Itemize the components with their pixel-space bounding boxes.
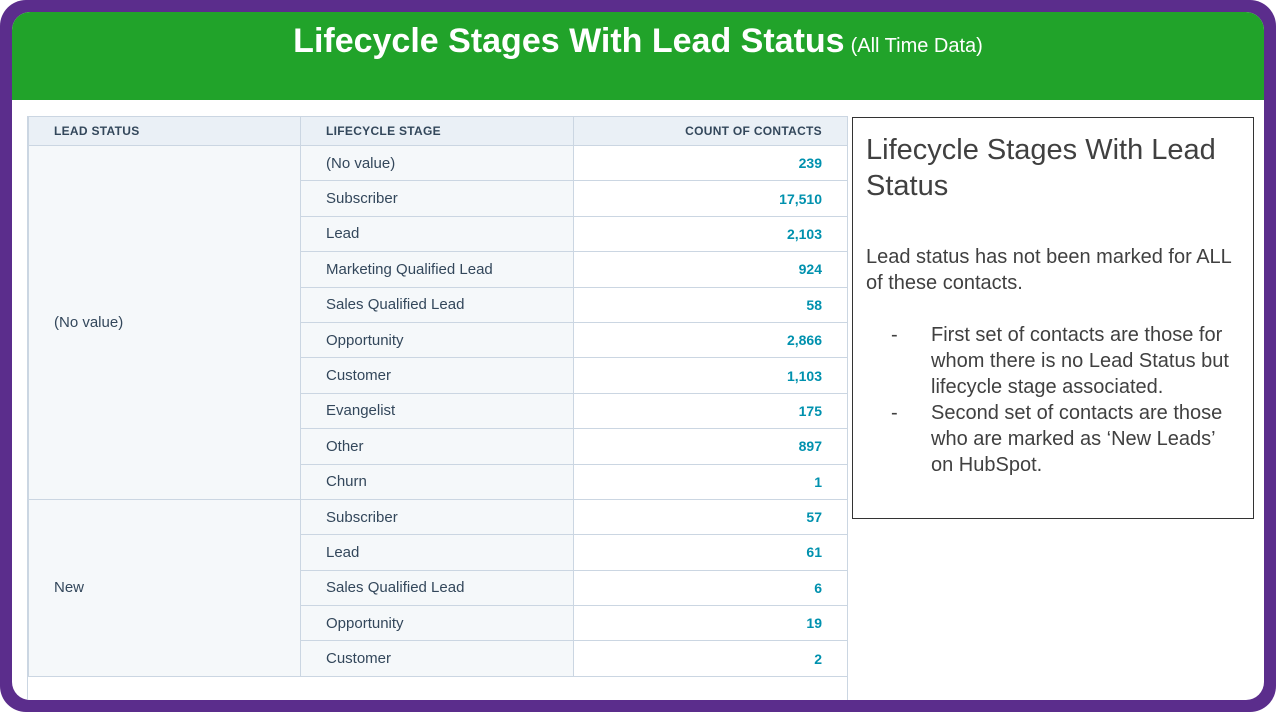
contact-count-cell[interactable]: 2,866 (573, 321, 847, 359)
lead-status-cell: (No value) (28, 145, 301, 500)
contact-count-cell[interactable]: 17,510 (573, 180, 847, 217)
slide-canvas: Lifecycle Stages With Lead Status (All Ti… (12, 12, 1264, 700)
lifecycle-stage-cell: Subscriber (300, 180, 574, 217)
explanation-list: - First set of contacts are those for who… (866, 322, 1241, 478)
bullet-dash: - (891, 402, 898, 424)
explanation-bullet: - Second set of contacts are those who ar… (866, 400, 1241, 478)
table-row: New Subscriber 57 (28, 498, 847, 677)
table-row: Sales Qualified Lead 58 (29, 286, 847, 323)
contact-count-cell[interactable]: 2 (573, 640, 847, 677)
lifecycle-stage-cell: Customer (300, 357, 574, 394)
table-header-row: LEAD STATUS LIFECYCLE STAGE COUNT OF CON… (28, 116, 847, 146)
lifecycle-stage-cell: Sales Qualified Lead (300, 569, 574, 607)
lifecycle-stage-cell: Marketing Qualified Lead (300, 251, 574, 288)
contact-count-cell[interactable]: 924 (573, 251, 847, 288)
lifecycle-stage-cell: Opportunity (300, 605, 574, 642)
contact-count-cell[interactable]: 61 (573, 534, 847, 571)
table-row: Opportunity 19 (29, 605, 847, 642)
header-count-of-contacts[interactable]: COUNT OF CONTACTS (573, 116, 847, 146)
lead-status-cell: New (28, 498, 301, 677)
explanation-box: Lifecycle Stages With Lead Status Lead s… (852, 117, 1254, 519)
bullet-dash: - (891, 324, 898, 346)
table-row: Opportunity 2,866 (29, 321, 847, 359)
explanation-body: Lead status has not been marked for ALL … (866, 246, 1232, 294)
explanation-bullet: - First set of contacts are those for who… (866, 322, 1241, 400)
contact-count-cell[interactable]: 58 (573, 286, 847, 323)
contact-count-cell[interactable]: 6 (573, 569, 847, 607)
table-body: (No value) (No value) 239 Subscriber 17,510 L… (28, 144, 847, 677)
bullet-text: Second set of contacts are those who are… (931, 402, 1223, 476)
table-row: Sales Qualified Lead 6 (29, 569, 847, 607)
table-row: Lead 61 (29, 534, 847, 571)
contact-count-cell[interactable]: 2,103 (573, 215, 847, 253)
header-lead-status[interactable]: LEAD STATUS (28, 116, 301, 146)
lifecycle-stage-cell: Customer (300, 640, 574, 677)
table-row: Subscriber 17,510 (29, 180, 847, 217)
table-row: (No value) (No value) 239 (28, 144, 847, 500)
lifecycle-stage-cell: (No value) (300, 144, 574, 182)
report-table-container: LEAD STATUS LIFECYCLE STAGE COUNT OF CON… (27, 116, 848, 700)
table-row: Churn 1 (29, 463, 847, 500)
bullet-text: First set of contacts are those for whom… (931, 324, 1229, 398)
lifecycle-stage-cell: Other (300, 428, 574, 465)
contact-count-cell[interactable]: 239 (573, 144, 847, 182)
lifecycle-stage-cell: Lead (300, 534, 574, 571)
lifecycle-stage-cell: Churn (300, 463, 574, 500)
lifecycle-stage-cell: Opportunity (300, 321, 574, 359)
contact-count-cell[interactable]: 19 (573, 605, 847, 642)
lifecycle-lead-status-table: LEAD STATUS LIFECYCLE STAGE COUNT OF CON… (28, 116, 847, 677)
title-banner: Lifecycle Stages With Lead Status (All Ti… (12, 12, 1264, 100)
lifecycle-stage-cell: Sales Qualified Lead (300, 286, 574, 323)
contact-count-cell[interactable]: 1 (573, 463, 847, 500)
lifecycle-stage-cell: Lead (300, 215, 574, 253)
table-row: Evangelist 175 (29, 392, 847, 430)
contact-count-cell[interactable]: 1,103 (573, 357, 847, 394)
contact-count-cell[interactable]: 57 (573, 498, 847, 536)
table-row: Customer 1,103 (29, 357, 847, 394)
contact-count-cell[interactable]: 897 (573, 428, 847, 465)
banner-title-line: Lifecycle Stages With Lead Status (All Ti… (12, 22, 1264, 61)
header-lifecycle-stage[interactable]: LIFECYCLE STAGE (300, 116, 574, 146)
banner-title: Lifecycle Stages With Lead Status (293, 22, 845, 60)
table-row: Other 897 (29, 428, 847, 465)
table-row: Marketing Qualified Lead 924 (29, 251, 847, 288)
explanation-title: Lifecycle Stages With Lead Status (866, 134, 1216, 202)
banner-subtitle: (All Time Data) (850, 35, 983, 57)
table-row: Customer 2 (29, 640, 847, 677)
lifecycle-stage-cell: Evangelist (300, 392, 574, 430)
contact-count-cell[interactable]: 175 (573, 392, 847, 430)
lifecycle-stage-cell: Subscriber (300, 498, 574, 536)
